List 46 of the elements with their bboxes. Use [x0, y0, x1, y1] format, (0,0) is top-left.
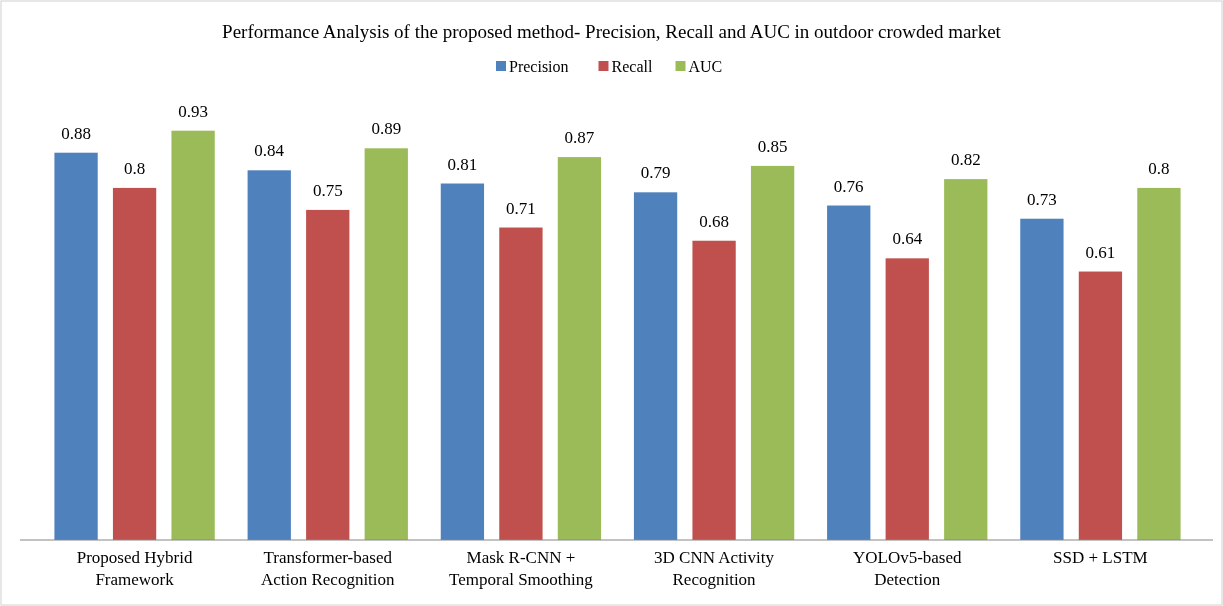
- data-label: 0.81: [447, 154, 478, 174]
- bar: [54, 152, 98, 540]
- bar: [1078, 271, 1123, 540]
- bar: [827, 205, 871, 540]
- x-tick-label: SSD + LSTM: [1053, 548, 1148, 567]
- bar: [1137, 187, 1181, 540]
- data-label: 0.68: [699, 211, 729, 231]
- bar: [633, 192, 678, 540]
- bar: [750, 165, 795, 540]
- chart-title: Performance Analysis of the proposed method- Precision, Recall and AUC in outdoor crowded market: [222, 21, 1002, 42]
- data-label: 0.64: [892, 229, 923, 249]
- bar: [440, 183, 485, 540]
- bar: [1020, 218, 1064, 540]
- legend-label: AUC: [688, 58, 723, 75]
- bar: [692, 240, 736, 540]
- bar: [557, 157, 602, 540]
- bar: [247, 170, 291, 540]
- bar: [112, 187, 157, 540]
- x-tick-label: Transformer-based Action Recognition: [260, 548, 396, 589]
- data-label: 0.71: [506, 198, 536, 218]
- x-tick-label: Mask R-CNN + Temporal Smoothing: [449, 548, 594, 589]
- data-label: 0.79: [640, 163, 671, 183]
- data-label: 0.61: [1085, 242, 1116, 262]
- legend-label: Recall: [611, 58, 653, 75]
- x-tick-label: YOLOv5-based Detection: [852, 548, 963, 589]
- bar: [499, 227, 543, 540]
- x-tick-label: Proposed Hybrid Framework: [76, 548, 193, 589]
- data-label: 0.75: [312, 180, 343, 200]
- bar: [885, 258, 929, 540]
- legend-label: Precision: [509, 58, 569, 75]
- data-label: 0.87: [564, 128, 595, 148]
- data-label: 0.76: [833, 176, 864, 196]
- bar: [171, 130, 215, 540]
- data-label: 0.8: [123, 158, 146, 178]
- data-label: 0.89: [371, 119, 402, 139]
- x-tick-label: 3D CNN Activity Recognition: [654, 548, 775, 589]
- data-label: 0.85: [757, 136, 788, 156]
- data-label: 0.82: [950, 150, 981, 170]
- data-label: 0.84: [254, 141, 285, 161]
- data-label: 0.8: [1148, 158, 1170, 178]
- bar: [364, 148, 408, 540]
- bar: [944, 179, 988, 540]
- data-label: 0.88: [61, 123, 91, 143]
- data-label: 0.73: [1027, 189, 1057, 209]
- bar: [306, 209, 350, 540]
- data-label: 0.93: [178, 101, 208, 121]
